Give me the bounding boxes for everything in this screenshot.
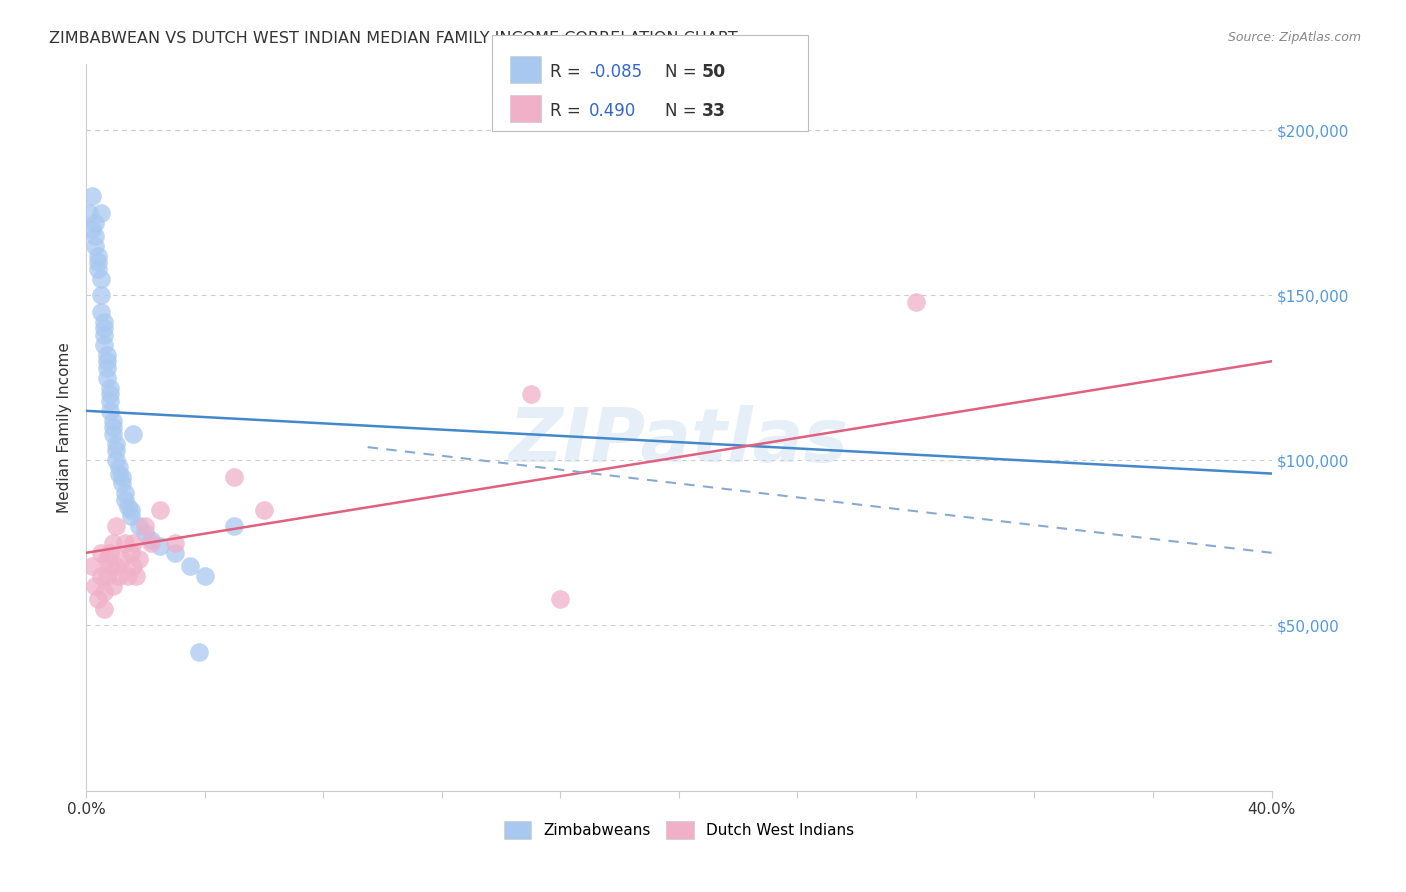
Point bbox=[117, 569, 139, 583]
Point bbox=[90, 569, 112, 583]
Point bbox=[194, 569, 217, 583]
Point bbox=[93, 327, 115, 342]
Point bbox=[141, 536, 163, 550]
Point bbox=[96, 360, 118, 375]
Y-axis label: Median Family Income: Median Family Income bbox=[58, 342, 72, 513]
Point bbox=[107, 467, 129, 481]
Point bbox=[96, 552, 118, 566]
Text: -0.085: -0.085 bbox=[589, 63, 643, 81]
Point bbox=[125, 569, 148, 583]
Point bbox=[90, 288, 112, 302]
Point bbox=[93, 602, 115, 616]
Point bbox=[114, 486, 136, 500]
Point bbox=[84, 238, 107, 252]
Point bbox=[120, 546, 142, 560]
Point bbox=[98, 393, 121, 408]
Point bbox=[179, 559, 201, 574]
Point bbox=[96, 371, 118, 385]
Point bbox=[548, 592, 571, 607]
Point bbox=[224, 470, 246, 484]
Text: N =: N = bbox=[665, 63, 702, 81]
Point bbox=[87, 592, 110, 607]
Point bbox=[104, 559, 127, 574]
Point bbox=[101, 414, 124, 428]
Point bbox=[134, 519, 156, 533]
Point bbox=[96, 348, 118, 362]
Point bbox=[107, 569, 129, 583]
Point bbox=[134, 526, 156, 541]
Point bbox=[141, 533, 163, 547]
Point bbox=[84, 228, 107, 243]
Text: 0.490: 0.490 bbox=[589, 102, 637, 120]
Point bbox=[98, 559, 121, 574]
Point bbox=[107, 459, 129, 474]
Point bbox=[77, 205, 100, 219]
Point bbox=[101, 536, 124, 550]
Point bbox=[93, 585, 115, 599]
Point bbox=[87, 255, 110, 269]
Point bbox=[80, 189, 103, 203]
Point bbox=[84, 216, 107, 230]
Text: Source: ZipAtlas.com: Source: ZipAtlas.com bbox=[1227, 31, 1361, 45]
Text: N =: N = bbox=[665, 102, 702, 120]
Point bbox=[122, 536, 145, 550]
Point bbox=[98, 387, 121, 401]
Point bbox=[101, 426, 124, 441]
Point bbox=[84, 579, 107, 593]
Point bbox=[90, 304, 112, 318]
Point bbox=[101, 579, 124, 593]
Point bbox=[122, 559, 145, 574]
Point bbox=[104, 519, 127, 533]
Point bbox=[93, 321, 115, 335]
Point bbox=[87, 261, 110, 276]
Point bbox=[96, 354, 118, 368]
Point bbox=[80, 222, 103, 236]
Point bbox=[93, 338, 115, 352]
Text: R =: R = bbox=[550, 102, 591, 120]
Text: R =: R = bbox=[550, 63, 586, 81]
Point bbox=[224, 519, 246, 533]
Point bbox=[120, 503, 142, 517]
Point bbox=[904, 294, 927, 309]
Text: 33: 33 bbox=[702, 102, 725, 120]
Point bbox=[128, 519, 150, 533]
Point bbox=[120, 509, 142, 524]
Point bbox=[80, 559, 103, 574]
Point bbox=[111, 470, 134, 484]
Point bbox=[128, 552, 150, 566]
Point bbox=[90, 546, 112, 560]
Point bbox=[519, 387, 541, 401]
Point bbox=[163, 546, 186, 560]
Point bbox=[90, 205, 112, 219]
Text: 50: 50 bbox=[702, 63, 725, 81]
Point bbox=[149, 539, 172, 553]
Point bbox=[93, 315, 115, 329]
Point bbox=[114, 493, 136, 508]
Point bbox=[104, 443, 127, 458]
Point bbox=[90, 271, 112, 285]
Point bbox=[111, 476, 134, 491]
Point bbox=[104, 437, 127, 451]
Point bbox=[98, 404, 121, 418]
Point bbox=[101, 420, 124, 434]
Point bbox=[163, 536, 186, 550]
Point bbox=[98, 546, 121, 560]
Point bbox=[114, 536, 136, 550]
Text: ZIPatlas: ZIPatlas bbox=[509, 405, 849, 478]
Point bbox=[253, 503, 276, 517]
Point bbox=[149, 503, 172, 517]
Legend: Zimbabweans, Dutch West Indians: Zimbabweans, Dutch West Indians bbox=[498, 814, 860, 845]
Text: ZIMBABWEAN VS DUTCH WEST INDIAN MEDIAN FAMILY INCOME CORRELATION CHART: ZIMBABWEAN VS DUTCH WEST INDIAN MEDIAN F… bbox=[49, 31, 738, 46]
Point bbox=[87, 249, 110, 263]
Point bbox=[111, 552, 134, 566]
Point bbox=[187, 645, 209, 659]
Point bbox=[98, 381, 121, 395]
Point bbox=[104, 453, 127, 467]
Point bbox=[117, 500, 139, 514]
Point bbox=[96, 569, 118, 583]
Point bbox=[122, 426, 145, 441]
